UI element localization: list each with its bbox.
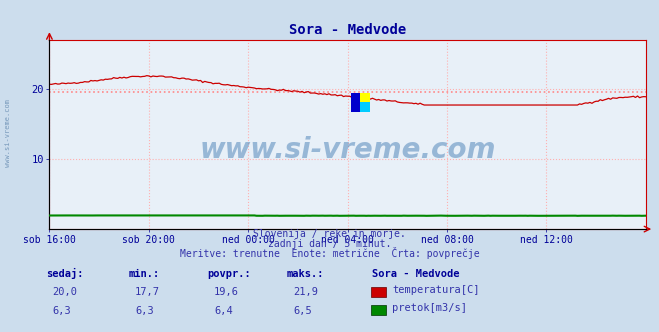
Text: 19,6: 19,6 — [214, 288, 239, 297]
Text: www.si-vreme.com: www.si-vreme.com — [200, 135, 496, 164]
Text: povpr.:: povpr.: — [208, 269, 251, 279]
Text: maks.:: maks.: — [287, 269, 324, 279]
Text: 17,7: 17,7 — [135, 288, 160, 297]
Text: min.:: min.: — [129, 269, 159, 279]
Text: 6,4: 6,4 — [214, 306, 233, 316]
Text: zadnji dan / 5 minut.: zadnji dan / 5 minut. — [268, 239, 391, 249]
Text: sedaj:: sedaj: — [46, 268, 84, 279]
Bar — [351, 93, 360, 112]
Text: Meritve: trenutne  Enote: metrične  Črta: povprečje: Meritve: trenutne Enote: metrične Črta: … — [180, 247, 479, 259]
Text: Sora - Medvode: Sora - Medvode — [372, 269, 460, 279]
Text: Slovenija / reke in morje.: Slovenija / reke in morje. — [253, 229, 406, 239]
Text: 20,0: 20,0 — [53, 288, 78, 297]
Text: temperatura[C]: temperatura[C] — [392, 285, 480, 295]
Bar — [351, 93, 370, 112]
Title: Sora - Medvode: Sora - Medvode — [289, 23, 406, 37]
Text: 6,3: 6,3 — [135, 306, 154, 316]
Text: 6,3: 6,3 — [53, 306, 71, 316]
Bar — [351, 102, 370, 112]
Text: 6,5: 6,5 — [293, 306, 312, 316]
Text: www.si-vreme.com: www.si-vreme.com — [5, 99, 11, 167]
Text: pretok[m3/s]: pretok[m3/s] — [392, 303, 467, 313]
Text: 21,9: 21,9 — [293, 288, 318, 297]
